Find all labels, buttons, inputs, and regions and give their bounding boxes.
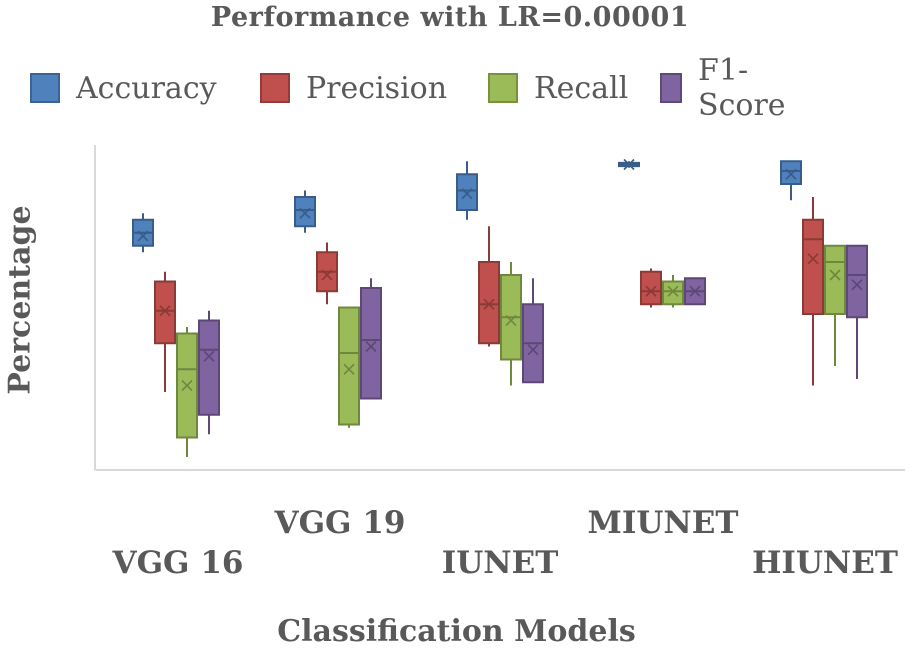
box-iunet-f1-score	[522, 278, 544, 384]
box-rect-hiunet-recall	[824, 244, 846, 315]
legend-item-recall: Recall	[488, 66, 628, 110]
box-rect-vgg-16-precision	[154, 280, 176, 345]
box-hiunet-accuracy	[780, 160, 802, 201]
box-vgg-16-precision	[154, 271, 176, 392]
category-label-hiunet: HIUNET	[752, 545, 898, 581]
legend-item-precision: Precision	[260, 66, 447, 110]
mean-marker-vgg-19-precision	[321, 269, 333, 281]
mean-marker-miunet-recall	[667, 285, 679, 297]
box-hiunet-recall	[824, 244, 846, 366]
mean-marker-vgg-16-accuracy	[137, 230, 149, 242]
mean-marker-iunet-accuracy	[461, 188, 473, 200]
mean-marker-vgg-16-precision	[159, 305, 171, 317]
legend-label-precision: Precision	[306, 70, 448, 106]
legend-swatch-recall	[488, 73, 518, 103]
mean-marker-hiunet-precision	[807, 253, 819, 265]
mean-marker-vgg-19-recall	[343, 363, 355, 375]
box-rect-miunet-recall	[662, 280, 684, 306]
legend-item-f1-score: F1-Score	[660, 53, 794, 123]
box-vgg-16-recall	[176, 327, 198, 457]
box-iunet-accuracy	[456, 161, 478, 220]
legend-swatch-accuracy	[30, 73, 60, 103]
box-vgg-16-f1-score	[198, 310, 220, 435]
box-rect-vgg-16-f1-score	[198, 319, 220, 416]
box-rect-vgg-19-recall	[338, 306, 360, 426]
box-iunet-precision	[478, 226, 500, 347]
box-rect-vgg-19-accuracy	[294, 196, 316, 228]
legend-label-accuracy: Accuracy	[76, 70, 217, 106]
y-axis-title: Percentage	[2, 205, 38, 395]
mean-marker-vgg-19-accuracy	[299, 207, 311, 219]
box-miunet-precision	[640, 268, 662, 308]
box-vgg-19-f1-score	[360, 278, 382, 400]
mean-marker-miunet-precision	[645, 285, 657, 297]
box-hiunet-f1-score	[846, 244, 868, 379]
mean-marker-vgg-16-recall	[181, 379, 193, 392]
mean-marker-miunet-f1-score	[689, 285, 701, 297]
box-miunet-recall	[662, 275, 684, 308]
box-iunet-recall	[500, 262, 522, 386]
box-rect-iunet-precision	[478, 261, 500, 345]
box-hiunet-precision	[802, 197, 824, 386]
box-rect-miunet-precision	[640, 270, 662, 306]
chart-title: Performance with LR=0.00001	[210, 2, 690, 33]
mean-marker-vgg-16-f1-score	[203, 350, 215, 362]
legend-label-recall: Recall	[534, 70, 629, 106]
box-vgg-19-precision	[316, 242, 338, 305]
mean-marker-hiunet-f1-score	[851, 279, 863, 291]
category-label-vgg-19: VGG 19	[274, 505, 406, 541]
legend-swatch-f1-score	[660, 73, 683, 103]
mean-marker-iunet-precision	[483, 298, 495, 310]
category-label-miunet: MIUNET	[587, 505, 739, 541]
mean-marker-miunet-accuracy	[623, 158, 635, 171]
mean-marker-hiunet-recall	[829, 269, 841, 281]
mean-marker-iunet-recall	[505, 314, 517, 327]
legend-label-f1-score: F1-Score	[698, 53, 786, 123]
box-miunet-accuracy	[618, 158, 640, 171]
legend-item-accuracy: Accuracy	[30, 66, 217, 110]
category-label-iunet: IUNET	[441, 545, 559, 581]
box-rect-hiunet-accuracy	[780, 160, 802, 185]
x-axis-title: Classification Models	[277, 614, 636, 649]
mean-marker-hiunet-accuracy	[785, 168, 797, 180]
box-rect-hiunet-f1-score	[846, 244, 868, 319]
box-series-group	[132, 158, 868, 457]
box-miunet-f1-score	[684, 277, 706, 306]
box-rect-vgg-19-f1-score	[360, 287, 382, 400]
mean-marker-vgg-19-f1-score	[365, 340, 377, 353]
legend-swatch-precision	[260, 73, 290, 103]
mean-marker-iunet-f1-score	[527, 344, 539, 356]
box-rect-hiunet-precision	[802, 218, 824, 315]
category-label-vgg-16: VGG 16	[112, 545, 244, 581]
box-vgg-19-accuracy	[294, 190, 316, 233]
box-rect-iunet-accuracy	[456, 173, 478, 211]
box-vgg-19-recall	[338, 306, 360, 428]
box-vgg-16-accuracy	[132, 213, 154, 253]
